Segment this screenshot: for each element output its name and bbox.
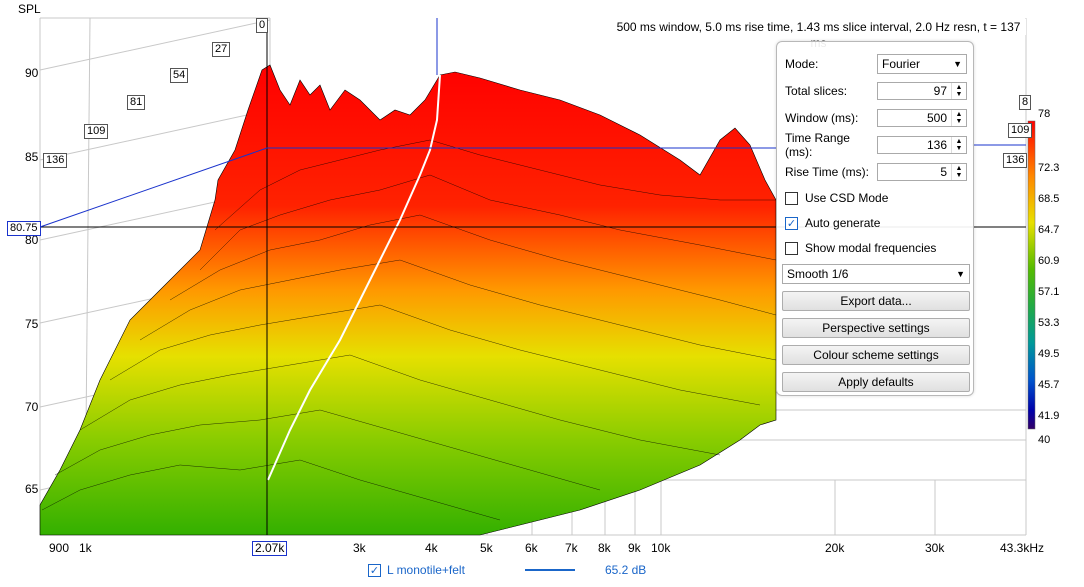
rise-time-label: Rise Time (ms): (785, 165, 869, 179)
time-range-label: Time Range (ms): (785, 131, 850, 159)
smoothing-select[interactable]: Smooth 1/6 ▼ (782, 264, 970, 284)
time-tick-109: 109 (84, 124, 109, 139)
scale-label-60-9: 60.9 (1038, 255, 1060, 267)
y-tick-80: 80 (25, 233, 39, 247)
right-time-tick-8: 8 (1019, 95, 1032, 110)
legend-value: 65.2 dB (604, 563, 647, 577)
x-tick-20k: 20k (825, 541, 845, 555)
use-csd-checkbox[interactable]: Use CSD Mode (785, 188, 967, 208)
legend-checkbox-checked-icon[interactable]: ✓ (368, 563, 381, 577)
x-tick-30k: 30k (925, 541, 945, 555)
x-tick-10k: 10k (651, 541, 671, 555)
spin-arrows-icon[interactable]: ▲ ▼ (951, 83, 966, 99)
apply-defaults-button[interactable]: Apply defaults (782, 372, 970, 392)
x-tick-9k: 9k (628, 541, 641, 555)
y-tick-90: 90 (25, 66, 39, 80)
scale-label-49-5: 49.5 (1038, 348, 1060, 360)
x-tick-6k: 6k (525, 541, 538, 555)
scale-label-40: 40 (1038, 434, 1051, 446)
scale-label-78: 78 (1038, 108, 1051, 120)
colour-scheme-settings-button[interactable]: Colour scheme settings (782, 345, 970, 365)
y-axis-title: SPL (18, 2, 41, 16)
mode-label: Mode: (785, 57, 819, 71)
time-tick-136: 136 (43, 153, 68, 168)
time-range-spinner[interactable]: 136 ▲ ▼ (877, 136, 967, 154)
scale-label-45-7: 45.7 (1038, 379, 1060, 391)
scale-label-72-3: 72.3 (1038, 162, 1060, 174)
x-tick-3k: 3k (353, 541, 366, 555)
x-tick-5k: 5k (480, 541, 493, 555)
y-tick-70: 70 (25, 400, 39, 414)
time-tick-54: 54 (170, 68, 189, 83)
total-slices-spinner[interactable]: 97 ▲ ▼ (877, 82, 967, 100)
peak-trace (267, 74, 441, 481)
x-tick-1k: 1k (79, 541, 92, 555)
scale-label-64-7: 64.7 (1038, 224, 1060, 236)
modal-frequencies-checkbox[interactable]: Show modal frequencies (785, 238, 967, 258)
checkbox-unchecked-icon[interactable] (785, 191, 798, 205)
time-tick-81: 81 (127, 95, 146, 110)
cursor-y-readout: 80.75 (7, 221, 41, 236)
rise-time-spinner[interactable]: 5 ▲ ▼ (877, 163, 967, 181)
checkbox-unchecked-icon[interactable] (785, 241, 798, 255)
time-tick-0: 0 (256, 18, 269, 33)
scale-label-41-9: 41.9 (1038, 410, 1060, 422)
x-tick-8k: 8k (598, 541, 611, 555)
scale-label-53-3: 53.3 (1038, 317, 1060, 329)
y-tick-85: 85 (25, 150, 39, 164)
cursor-x-readout: 2.07k (252, 541, 288, 556)
y-tick-75: 75 (25, 317, 39, 331)
legend-line-swatch (524, 569, 575, 571)
x-tick-43k: 43.3kHz (1000, 541, 1045, 555)
x-tick-900: 900 (49, 541, 70, 555)
scale-label-68-5: 68.5 (1038, 193, 1060, 205)
window-spinner[interactable]: 500 ▲ ▼ (877, 109, 967, 127)
y-tick-65: 65 (25, 482, 39, 496)
x-tick-4k: 4k (425, 541, 438, 555)
right-time-tick-136: 136 (1003, 153, 1028, 168)
x-tick-7k: 7k (565, 541, 578, 555)
perspective-settings-button[interactable]: Perspective settings (782, 318, 970, 338)
total-slices-label: Total slices: (785, 84, 848, 98)
right-time-tick-109: 109 (1008, 123, 1033, 138)
legend-entry[interactable]: ✓ L monotile+felt 65.2 dB (368, 563, 646, 577)
window-label: Window (ms): (785, 111, 859, 125)
export-data-button[interactable]: Export data... (782, 291, 970, 311)
spin-arrows-icon[interactable]: ▲ ▼ (951, 137, 966, 153)
mode-select[interactable]: Fourier ▼ (877, 54, 967, 74)
csd-settings-panel: Mode: Fourier ▼ Total slices: 97 ▲ ▼ Window… (776, 41, 974, 396)
analysis-info-text: 500 ms window, 5.0 ms rise time, 1.43 ms… (611, 19, 1026, 50)
auto-generate-checkbox[interactable]: ✓ Auto generate (785, 216, 881, 230)
spin-arrows-icon[interactable]: ▲ ▼ (951, 164, 966, 180)
chevron-down-icon: ▼ (956, 269, 965, 279)
spin-arrows-icon[interactable]: ▲ ▼ (951, 110, 966, 126)
checkbox-checked-icon[interactable]: ✓ (785, 216, 798, 230)
time-tick-27: 27 (212, 42, 231, 57)
scale-label-57-1: 57.1 (1038, 286, 1060, 298)
chevron-down-icon: ▼ (953, 59, 962, 69)
colour-scale-bar (1027, 120, 1036, 430)
legend-name: L monotile+felt (387, 563, 465, 577)
csd-surface (39, 64, 777, 536)
